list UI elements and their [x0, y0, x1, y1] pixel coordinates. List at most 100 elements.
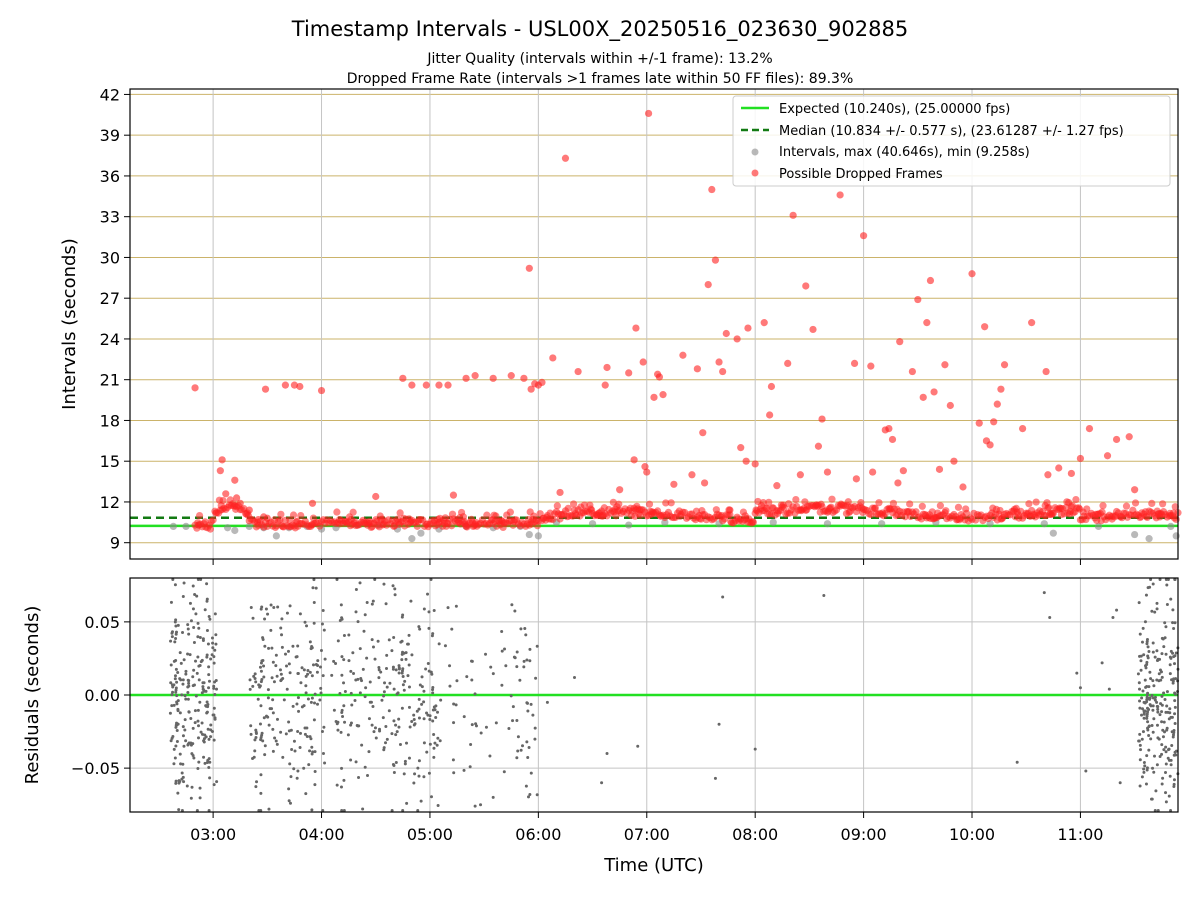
residual-point: [1137, 739, 1141, 743]
residual-point: [513, 656, 517, 660]
x-tick-label: 06:00: [515, 825, 561, 844]
residual-point: [1155, 678, 1159, 682]
top-y-tick-label: 39: [100, 126, 120, 145]
residual-point: [1151, 650, 1155, 654]
residual-point: [1143, 709, 1147, 713]
residual-point: [1042, 591, 1046, 595]
residual-point: [339, 785, 343, 789]
residual-point: [367, 750, 371, 754]
residual-point: [182, 581, 186, 585]
residual-point: [196, 655, 200, 659]
dropped-frame-point: [928, 508, 936, 516]
residual-point: [363, 695, 367, 699]
residual-point: [310, 745, 314, 749]
residual-point: [1139, 668, 1143, 672]
residual-point: [186, 678, 190, 682]
residual-point: [189, 619, 193, 623]
residual-point: [275, 742, 279, 746]
residual-point: [373, 577, 377, 581]
residual-point: [213, 680, 217, 684]
residual-point: [363, 613, 367, 617]
residual-point: [1138, 758, 1142, 762]
residual-point: [419, 799, 423, 803]
residual-point: [394, 760, 398, 764]
residual-point: [415, 709, 419, 713]
residual-point: [380, 698, 384, 702]
residual-point: [1084, 769, 1088, 773]
residual-point: [452, 771, 456, 775]
residual-point: [525, 701, 529, 705]
residual-point: [263, 753, 267, 757]
interval-point: [408, 535, 416, 543]
dropped-frame-point: [449, 491, 458, 499]
dropped-frame-point: [281, 381, 289, 389]
residual-point: [316, 659, 320, 663]
residual-point: [431, 632, 435, 636]
residual-point: [448, 684, 452, 688]
residual-point: [1151, 704, 1155, 708]
residual-point: [276, 605, 280, 609]
residual-point: [171, 735, 175, 739]
residual-point: [304, 792, 308, 796]
residual-point: [312, 621, 316, 625]
residual-point: [299, 681, 303, 685]
residual-point: [254, 731, 258, 735]
top-y-tick-label: 18: [100, 411, 120, 430]
residual-point: [210, 636, 214, 640]
dropped-frame-point: [644, 109, 653, 118]
residual-point: [533, 737, 537, 741]
dropped-frame-point: [737, 444, 745, 452]
residual-point: [258, 722, 262, 726]
legend-intervals-label: Intervals, max (40.646s), min (9.258s): [779, 145, 1030, 160]
residual-point: [279, 678, 283, 682]
dropped-frame-point: [655, 373, 664, 381]
residual-point: [174, 686, 178, 690]
residual-point: [297, 709, 301, 713]
residual-point: [296, 769, 300, 773]
residual-point: [263, 744, 267, 748]
residual-point: [203, 761, 207, 765]
residual-point: [401, 650, 405, 654]
residual-point: [1158, 657, 1162, 661]
dropped-frame-point: [1112, 435, 1121, 444]
residual-point: [181, 682, 185, 686]
dropped-frame-point: [1032, 498, 1040, 506]
residual-point: [1145, 754, 1149, 758]
residual-point: [171, 690, 175, 694]
residual-point: [183, 718, 187, 722]
dropped-frame-point: [704, 281, 712, 289]
residual-point: [392, 771, 396, 775]
residual-point: [1152, 717, 1156, 721]
residual-point: [184, 739, 188, 743]
residual-point: [1139, 654, 1143, 658]
residual-point: [205, 629, 209, 633]
dropped-frame-point: [489, 374, 497, 382]
residual-point: [1146, 645, 1150, 649]
residual-point: [214, 687, 218, 691]
residual-point: [388, 681, 392, 685]
residual-point: [365, 601, 369, 605]
top-y-tick-label: 21: [100, 371, 120, 390]
residual-point: [454, 703, 458, 707]
residual-point: [1172, 729, 1176, 733]
residual-point: [349, 669, 353, 673]
residual-point: [1160, 694, 1164, 698]
residual-point: [207, 765, 211, 769]
residual-point: [417, 707, 421, 711]
residual-point: [321, 674, 325, 678]
residual-point: [1146, 586, 1150, 590]
dropped-frame-point: [422, 381, 430, 389]
residual-point: [377, 676, 381, 680]
residual-point: [202, 755, 206, 759]
residual-point: [529, 702, 533, 706]
residual-point: [437, 642, 441, 646]
residual-point: [1138, 699, 1142, 703]
residual-point: [193, 709, 197, 713]
residual-point: [306, 669, 310, 673]
residual-point: [1172, 753, 1176, 757]
dropped-frame-point: [889, 499, 898, 507]
residual-point: [370, 723, 374, 727]
dropped-frame-point: [569, 500, 578, 508]
residual-point: [191, 675, 195, 679]
